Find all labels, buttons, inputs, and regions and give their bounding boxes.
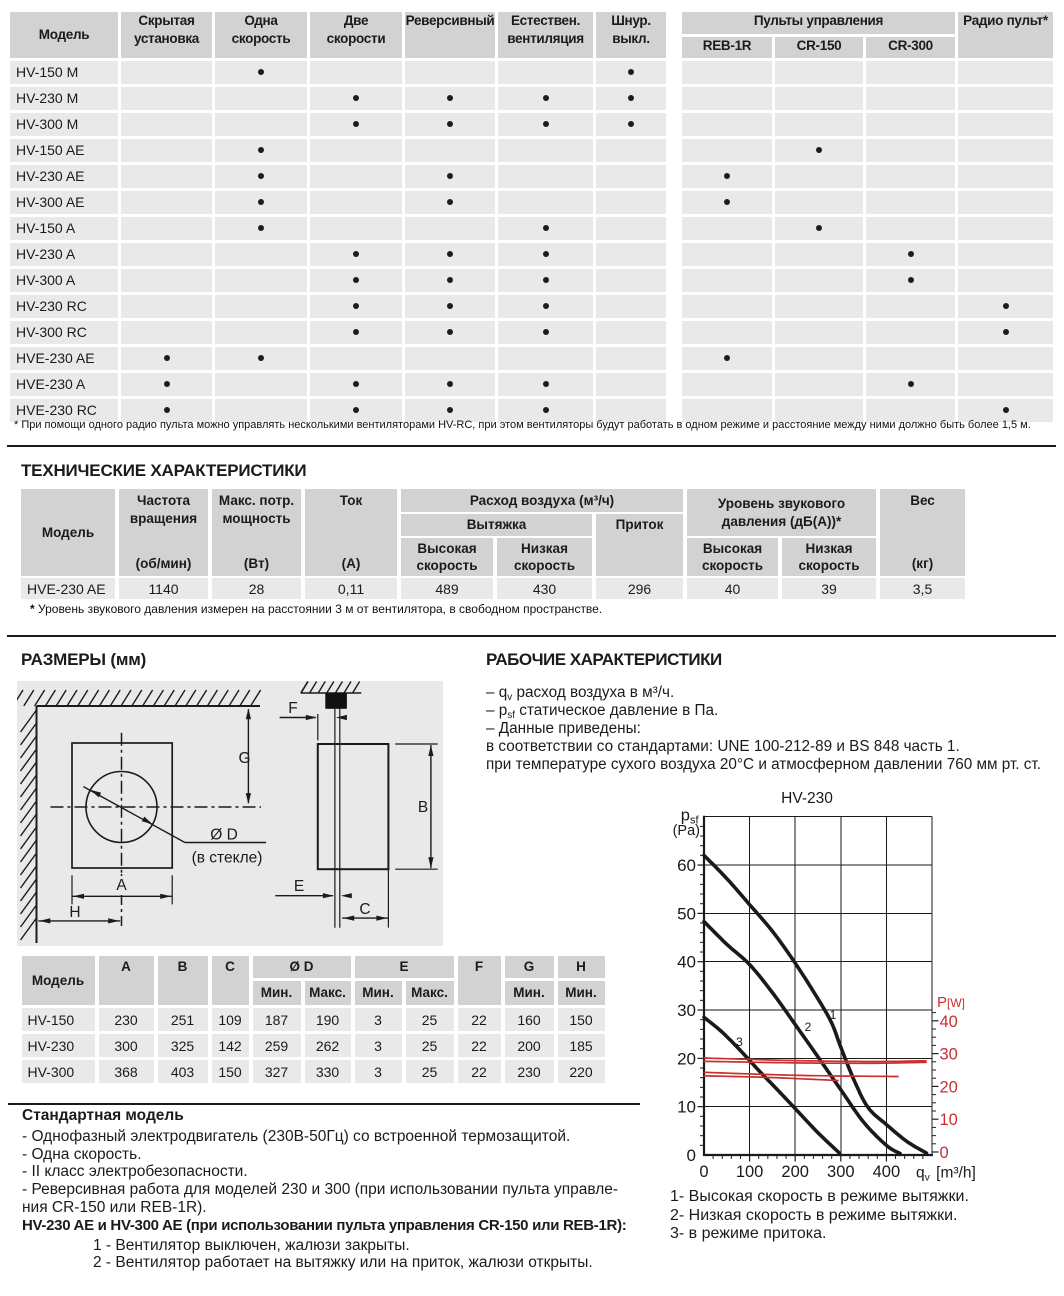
svg-text:E: E <box>294 878 304 895</box>
svg-text:Ø D: Ø D <box>210 827 238 844</box>
svg-text:2: 2 <box>805 1020 812 1034</box>
svg-text:0: 0 <box>687 1146 696 1165</box>
svg-text:C: C <box>359 901 370 918</box>
svg-text:(в стекле): (в стекле) <box>192 850 263 867</box>
svg-text:0: 0 <box>699 1163 708 1181</box>
svg-text:40: 40 <box>940 1013 958 1031</box>
svg-text:30: 30 <box>940 1046 958 1064</box>
svg-text:20: 20 <box>677 1049 696 1068</box>
svg-text:(Pa): (Pa) <box>673 823 700 839</box>
svg-text:300: 300 <box>827 1163 855 1181</box>
svg-text:P[W]: P[W] <box>937 994 965 1011</box>
svg-text:qv [m³/h]: qv [m³/h] <box>916 1165 976 1184</box>
svg-text:30: 30 <box>677 1001 696 1020</box>
svg-text:1: 1 <box>830 1008 837 1022</box>
svg-text:F: F <box>288 700 297 717</box>
svg-text:20: 20 <box>940 1078 958 1096</box>
svg-text:400: 400 <box>873 1163 901 1181</box>
svg-text:A: A <box>116 877 127 894</box>
svg-text:100: 100 <box>736 1163 764 1181</box>
svg-text:50: 50 <box>677 904 696 923</box>
svg-text:H: H <box>69 904 80 921</box>
svg-text:G: G <box>239 750 251 767</box>
svg-text:B: B <box>418 799 428 816</box>
svg-text:0: 0 <box>940 1144 949 1162</box>
svg-text:40: 40 <box>677 953 696 972</box>
svg-text:10: 10 <box>940 1111 958 1129</box>
svg-text:60: 60 <box>677 856 696 875</box>
svg-text:200: 200 <box>781 1163 809 1181</box>
svg-text:10: 10 <box>677 1098 696 1117</box>
svg-text:3: 3 <box>736 1035 743 1049</box>
svg-text:HV-230: HV-230 <box>781 790 833 807</box>
